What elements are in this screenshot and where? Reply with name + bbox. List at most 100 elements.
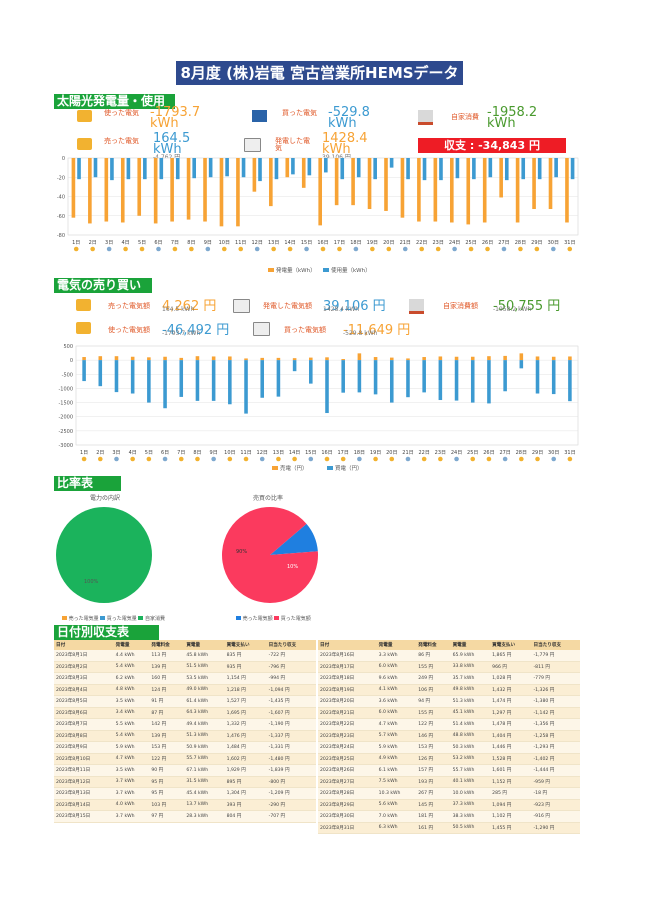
- table-cell: 804 円: [224, 810, 267, 823]
- table-cell: 1,455 円: [490, 822, 532, 834]
- bar-a-15: [309, 357, 313, 361]
- table-cell: -18 円: [531, 787, 580, 800]
- weather-icon: [178, 456, 184, 462]
- table-row: 2023年8月11日 3.5 kWh 90 円 67.1 kWh 1,929 円 -1,8…: [54, 764, 316, 777]
- section-trade-title: 電気の売り買い: [54, 278, 152, 293]
- legend-label: 買電（円）: [335, 465, 363, 472]
- bar-a-23: [438, 356, 443, 361]
- table-cell: 103 円: [149, 799, 185, 811]
- x-tick-label: 12日: [252, 240, 263, 246]
- battery-icon: [252, 110, 267, 122]
- legend-label: 売電（円）: [280, 464, 308, 472]
- bar-b-22: [422, 360, 426, 393]
- bar-a-7: [170, 158, 174, 222]
- table-cell: 37.3 kWh: [450, 799, 491, 811]
- x-tick-label: 19日: [367, 240, 378, 246]
- table-row: 2023年8月12日 3.7 kWh 95 円 31.5 kWh 895 円 -800 円: [54, 776, 316, 788]
- bar-a-20: [384, 158, 388, 211]
- bar-a-18: [351, 158, 355, 206]
- weather-icon: [162, 456, 168, 462]
- bar-b-30: [554, 158, 558, 178]
- bar-a-3: [104, 158, 109, 222]
- bar-b-3: [114, 360, 119, 393]
- table-row: 2023年8月14日 4.0 kWh 103 円 13.7 kWh 393 円 -290 …: [54, 799, 316, 811]
- table-cell: 1,474 円: [490, 695, 532, 708]
- x-tick-label: 26日: [483, 450, 494, 456]
- bar-a-10: [219, 158, 224, 227]
- table-cell: 935 円: [224, 661, 267, 673]
- bar-a-16: [325, 357, 329, 361]
- table-row: 2023年8月23日 5.7 kWh 146 円 48.8 kWh 1,404 円 -1,…: [318, 730, 580, 742]
- bar-a-26: [487, 356, 491, 361]
- table-header-cell: 発電料金: [416, 640, 451, 650]
- bar-b-31: [570, 158, 575, 180]
- bar-a-8: [195, 356, 200, 361]
- bar-a-25: [470, 356, 475, 361]
- bar-b-25: [470, 360, 475, 403]
- table-cell: 45.1 kWh: [450, 707, 491, 719]
- right-pie-chart: 90% 10%: [222, 507, 318, 603]
- table-cell: 51.3 kWh: [450, 695, 491, 708]
- x-tick-label: 30日: [548, 240, 559, 246]
- cart-icon: [244, 138, 261, 152]
- legend-swatch-sold-money: [236, 616, 241, 620]
- x-tick-label: 1日: [80, 450, 88, 456]
- table-cell: 1,102 円: [490, 810, 532, 823]
- x-tick-label: 28日: [516, 450, 527, 456]
- table-cell: -1,326 円: [531, 684, 580, 696]
- table-cell: 50.5 kWh: [450, 822, 491, 834]
- bar-a-12: [260, 357, 265, 361]
- table-cell: 2023年8月29日: [318, 799, 377, 811]
- x-tick-label: 11日: [240, 450, 251, 456]
- table-row: 2023年8月27日 7.5 kWh 193 円 40.1 kWh 1,152 円 -95…: [318, 776, 580, 788]
- table-cell: 87 円: [149, 707, 185, 719]
- bar-a-6: [153, 158, 158, 224]
- bar-a-9: [211, 356, 216, 361]
- table-cell: 2023年8月28日: [318, 787, 377, 800]
- x-tick-label: 19日: [370, 450, 381, 456]
- table-cell: 2023年8月12日: [54, 776, 114, 788]
- weather-icon: [304, 246, 309, 252]
- table-cell: -1,356 円: [531, 718, 580, 731]
- x-tick-label: 25日: [465, 240, 476, 246]
- used-money-icon: [76, 322, 91, 334]
- x-tick-label: 5日: [138, 240, 146, 246]
- trade-sold-value: 4,262 円: [162, 299, 217, 314]
- table-cell: 1,332 円: [224, 718, 267, 731]
- x-tick-label: 9日: [210, 450, 218, 456]
- x-tick-label: 22日: [418, 450, 429, 456]
- table-cell: -959 円: [531, 776, 580, 788]
- table-row: 2023年8月17日 6.0 kWh 155 円 33.8 kWh 966 円 -811 …: [318, 661, 580, 673]
- table-cell: 5.4 kWh: [113, 730, 150, 742]
- weather-icon: [357, 456, 362, 462]
- x-tick-label: 20日: [383, 240, 394, 246]
- table-cell: 3.7 kWh: [113, 810, 150, 823]
- x-tick-label: 7日: [171, 240, 179, 246]
- pie-label-red: 90%: [236, 549, 247, 555]
- y-tick-label: -500: [62, 372, 73, 378]
- bar-a-4: [120, 158, 125, 223]
- y-tick-label: -80: [57, 233, 65, 239]
- bar-b-8: [195, 360, 200, 401]
- table-cell: -994 円: [266, 672, 316, 685]
- table-cell: 895 円: [224, 776, 267, 788]
- left-pie-slice-self: [56, 507, 152, 603]
- weather-icon: [106, 246, 112, 252]
- pie-label-blue: 10%: [287, 564, 298, 570]
- weather-icon: [227, 456, 233, 462]
- x-tick-label: 14日: [289, 450, 300, 456]
- legend-sold: 売った電気量: [68, 616, 99, 622]
- table-cell: 4.1 kWh: [376, 684, 417, 696]
- x-tick-label: 4日: [121, 240, 129, 246]
- legend-swatch: [268, 268, 274, 272]
- bar-b-12: [260, 360, 265, 398]
- weather-icon: [402, 246, 408, 252]
- bar-a-2: [98, 356, 103, 361]
- bar-b-15: [309, 360, 313, 384]
- table-cell: 157 円: [416, 764, 451, 777]
- weather-icon: [195, 456, 200, 462]
- table-cell: 2023年8月8日: [54, 730, 114, 742]
- table-cell: 6.1 kWh: [376, 764, 417, 777]
- table-cell: 2023年8月4日: [54, 684, 114, 696]
- table-cell: 6.0 kWh: [376, 707, 417, 719]
